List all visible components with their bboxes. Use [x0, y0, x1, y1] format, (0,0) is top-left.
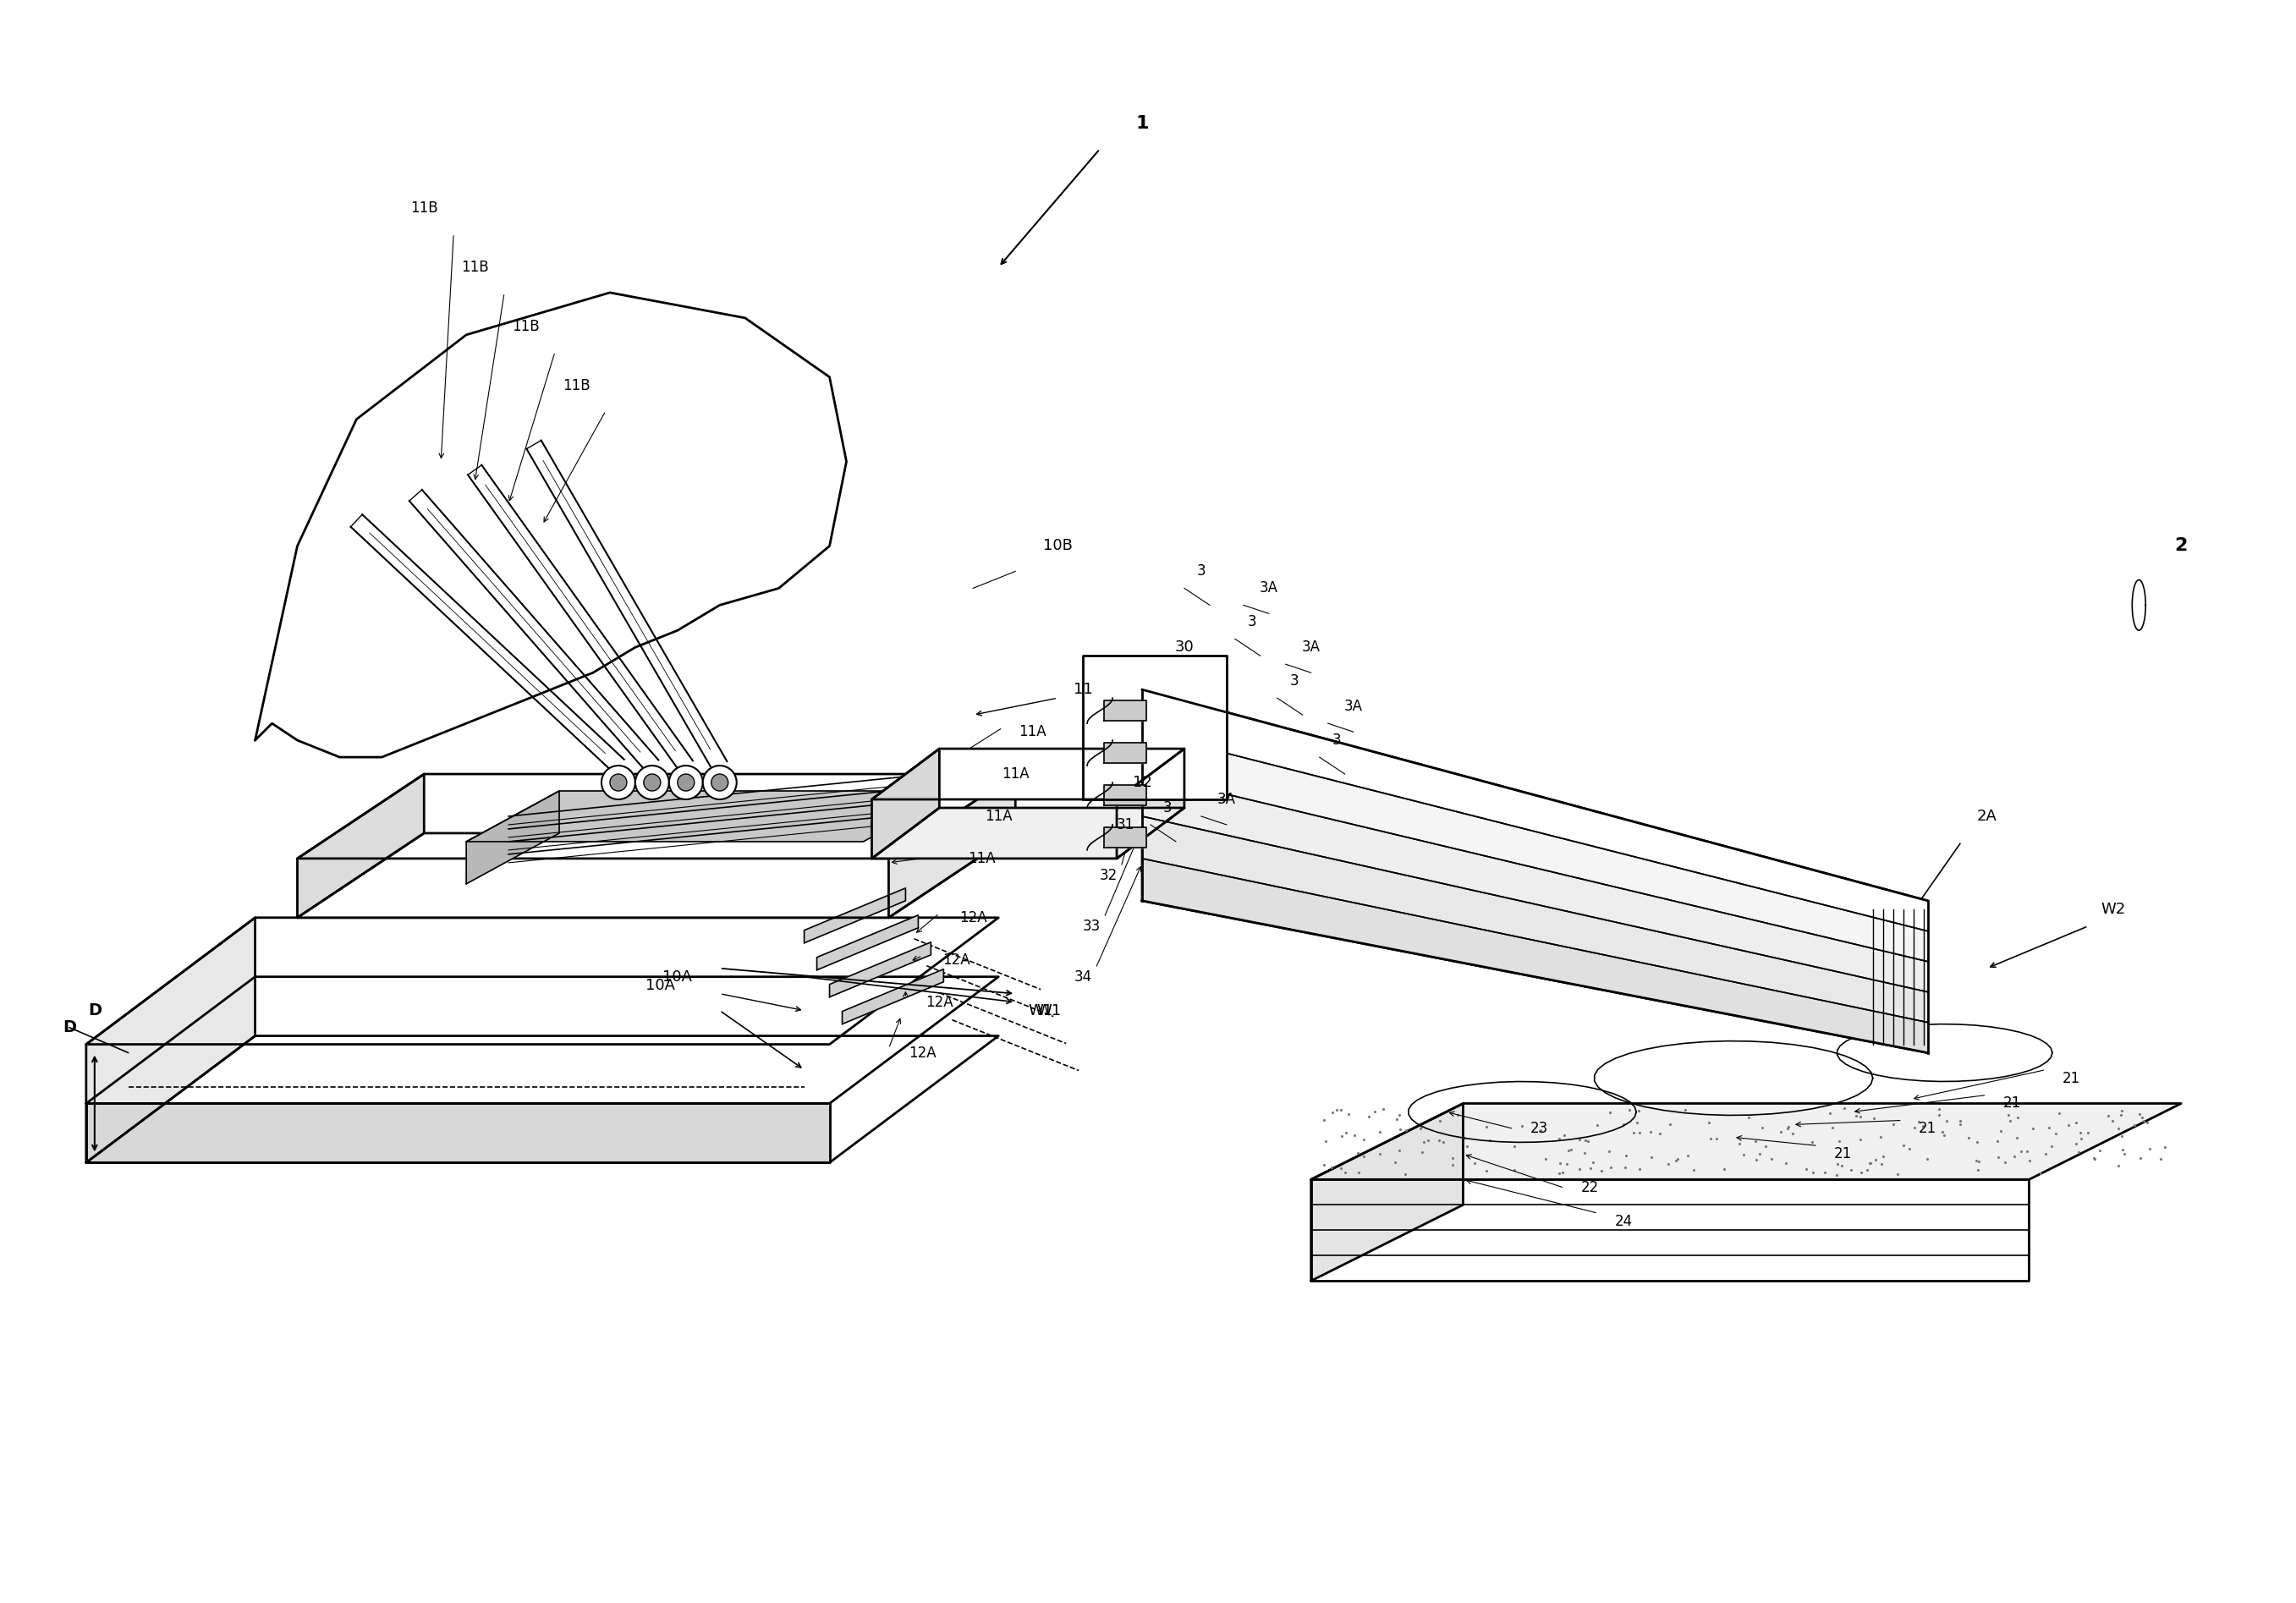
- Text: 1: 1: [1137, 115, 1148, 131]
- Polygon shape: [872, 808, 1185, 859]
- Polygon shape: [1104, 701, 1146, 721]
- Polygon shape: [298, 774, 425, 917]
- Polygon shape: [872, 749, 939, 859]
- Circle shape: [611, 774, 627, 790]
- Text: 22: 22: [1582, 1180, 1598, 1196]
- Text: 3A: 3A: [1302, 640, 1320, 656]
- Text: 3: 3: [1290, 673, 1300, 689]
- Text: 11A: 11A: [1019, 725, 1047, 739]
- Text: 2: 2: [2174, 537, 2188, 555]
- Text: 11A: 11A: [969, 851, 996, 866]
- Polygon shape: [1141, 733, 1929, 962]
- Text: 33: 33: [1081, 919, 1100, 933]
- Text: 10A: 10A: [645, 978, 675, 992]
- Polygon shape: [1084, 656, 1226, 800]
- Polygon shape: [1141, 774, 1929, 992]
- Polygon shape: [1104, 742, 1146, 763]
- Text: 31: 31: [1116, 818, 1134, 832]
- Text: 34: 34: [1075, 970, 1093, 984]
- Text: 24: 24: [1614, 1213, 1632, 1230]
- Text: W2: W2: [2101, 901, 2126, 917]
- Polygon shape: [1311, 1103, 1463, 1281]
- Polygon shape: [889, 774, 1015, 917]
- Text: 21: 21: [1835, 1146, 1853, 1162]
- Polygon shape: [817, 915, 918, 970]
- Polygon shape: [468, 465, 693, 771]
- Circle shape: [703, 766, 737, 800]
- Polygon shape: [1141, 689, 1929, 931]
- Polygon shape: [1104, 827, 1146, 848]
- Polygon shape: [1104, 785, 1146, 805]
- Text: 3A: 3A: [1217, 792, 1235, 806]
- Text: 21: 21: [1919, 1120, 1938, 1137]
- Text: 2A: 2A: [1977, 808, 1998, 824]
- Circle shape: [712, 774, 728, 790]
- Polygon shape: [843, 970, 944, 1024]
- Text: 11B: 11B: [461, 260, 489, 274]
- Text: D: D: [62, 1020, 76, 1036]
- Circle shape: [636, 766, 668, 800]
- Text: 21: 21: [2002, 1096, 2020, 1111]
- Text: 23: 23: [1529, 1120, 1548, 1137]
- Text: 11A: 11A: [985, 808, 1013, 824]
- Polygon shape: [526, 441, 728, 769]
- Text: 12: 12: [1132, 774, 1153, 790]
- Text: 11A: 11A: [1001, 766, 1029, 782]
- Polygon shape: [298, 774, 1015, 859]
- Polygon shape: [1311, 1180, 2030, 1281]
- Polygon shape: [829, 943, 930, 997]
- Polygon shape: [87, 976, 999, 1103]
- Text: 10B: 10B: [1042, 539, 1072, 553]
- Text: 12A: 12A: [909, 1045, 937, 1061]
- Text: 32: 32: [1100, 867, 1118, 883]
- Circle shape: [643, 774, 661, 790]
- Text: 10A: 10A: [664, 970, 693, 984]
- Circle shape: [602, 766, 636, 800]
- Text: W1: W1: [1038, 1003, 1061, 1018]
- Text: 11B: 11B: [563, 378, 590, 393]
- Polygon shape: [466, 790, 560, 883]
- Polygon shape: [804, 888, 905, 943]
- Circle shape: [668, 766, 703, 800]
- Polygon shape: [409, 491, 659, 771]
- Text: 3: 3: [1332, 733, 1341, 749]
- Polygon shape: [466, 790, 955, 842]
- Text: W1: W1: [1029, 1003, 1054, 1018]
- Polygon shape: [87, 917, 255, 1162]
- Text: 21: 21: [2062, 1071, 2080, 1085]
- Polygon shape: [1116, 749, 1185, 859]
- Polygon shape: [351, 515, 625, 771]
- Text: 11B: 11B: [512, 319, 540, 333]
- Polygon shape: [298, 834, 1015, 917]
- Polygon shape: [87, 917, 999, 1044]
- Text: 3: 3: [1164, 800, 1171, 816]
- Text: 3A: 3A: [1343, 699, 1362, 713]
- Polygon shape: [1141, 816, 1929, 1023]
- Text: 11: 11: [1072, 681, 1093, 697]
- Text: 3A: 3A: [1261, 580, 1279, 596]
- Polygon shape: [87, 1103, 829, 1162]
- Text: 30: 30: [1176, 640, 1194, 656]
- Polygon shape: [1141, 859, 1929, 1053]
- Text: 11B: 11B: [411, 200, 439, 216]
- Circle shape: [677, 774, 693, 790]
- Text: 3: 3: [1247, 614, 1256, 630]
- Text: 12A: 12A: [941, 952, 969, 968]
- Text: 12A: 12A: [960, 911, 987, 925]
- Polygon shape: [1141, 689, 1929, 1053]
- Text: 3: 3: [1196, 564, 1205, 579]
- Polygon shape: [872, 749, 1185, 800]
- Polygon shape: [1311, 1103, 2181, 1180]
- Text: 12A: 12A: [925, 994, 953, 1010]
- Text: D: D: [87, 1002, 101, 1018]
- Polygon shape: [87, 1036, 999, 1162]
